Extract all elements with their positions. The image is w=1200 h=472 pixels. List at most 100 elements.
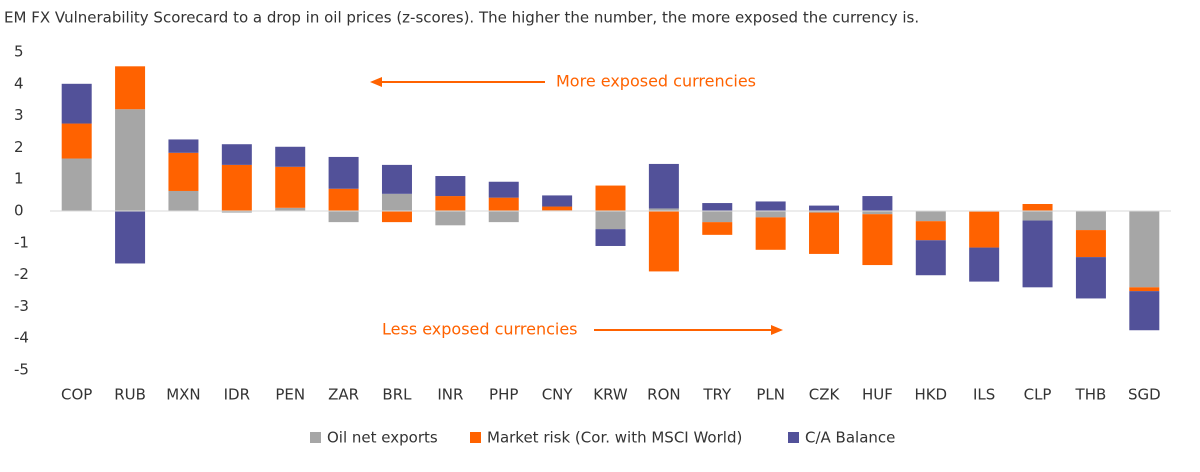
bar-segment — [328, 188, 359, 211]
y-tick-label: -2 — [14, 265, 29, 283]
legend-label: Oil net exports — [327, 429, 438, 447]
bar-segment — [115, 66, 146, 110]
bar-segment — [862, 214, 893, 266]
x-tick-label: ILS — [973, 386, 995, 404]
bar-segment — [648, 211, 679, 272]
x-tick-label: TRY — [702, 386, 732, 404]
x-tick-label: INR — [437, 386, 463, 404]
bar-segment — [275, 146, 306, 167]
bar-segment — [542, 195, 573, 207]
bar-segment — [115, 109, 146, 211]
legend-swatch — [310, 432, 321, 443]
x-tick-label: BRL — [382, 386, 412, 404]
bar-segment — [809, 205, 840, 211]
y-tick-label: 0 — [14, 202, 24, 220]
bar-segment — [1075, 257, 1106, 299]
bar-segment — [702, 211, 733, 223]
bar-segment — [755, 217, 786, 250]
bar-segment — [381, 164, 412, 194]
x-tick-label: PLN — [756, 386, 785, 404]
x-tick-label: KRW — [593, 386, 628, 404]
x-tick-label: HUF — [862, 386, 893, 404]
legend-swatch — [788, 432, 799, 443]
x-tick-label: IDR — [224, 386, 250, 404]
bar-segment — [1129, 211, 1160, 288]
y-tick-label: 3 — [14, 106, 24, 124]
bar-segment — [275, 166, 306, 208]
bar-segment — [221, 144, 252, 165]
bar-segment — [915, 240, 946, 276]
x-tick-label: MXN — [166, 386, 200, 404]
bar-segment — [702, 222, 733, 235]
bar-segment — [915, 221, 946, 241]
x-tick-label: CZK — [809, 386, 841, 404]
bar-segment — [435, 196, 466, 211]
bar-segment — [168, 190, 199, 211]
bar-segment — [488, 211, 519, 223]
x-tick-label: COP — [61, 386, 92, 404]
annotation: More exposed currencies — [556, 72, 756, 91]
bar-segment — [381, 193, 412, 211]
x-tick-label: CNY — [542, 386, 574, 404]
bar-segment — [648, 208, 679, 211]
bar-segment — [61, 158, 92, 211]
bar-segment — [1075, 211, 1106, 231]
x-tick-label: ZAR — [328, 386, 359, 404]
bar-segment — [1022, 211, 1053, 221]
bar-segment — [1129, 287, 1160, 292]
bar-segment — [221, 164, 252, 211]
bar-segment — [595, 185, 626, 211]
bar-segment — [595, 211, 626, 230]
bar-segment — [115, 211, 146, 264]
y-tick-label: -1 — [14, 233, 29, 251]
legend-swatch — [470, 432, 481, 443]
bar-segment — [755, 201, 786, 211]
bar-segment — [435, 211, 466, 226]
bar-segment — [809, 211, 840, 213]
y-tick-label: -3 — [14, 297, 29, 315]
bar-segment — [809, 212, 840, 254]
bar-segment — [969, 247, 1000, 282]
bar-segment — [1022, 220, 1053, 288]
bar-segment — [1022, 204, 1053, 211]
bar-segment — [755, 211, 786, 218]
y-tick-label: -4 — [14, 329, 29, 347]
annotation-arrowhead — [771, 325, 783, 335]
bar-segment — [1129, 291, 1160, 331]
x-tick-label: THB — [1075, 386, 1107, 404]
y-tick-label: 1 — [14, 170, 24, 188]
x-tick-label: RUB — [114, 386, 146, 404]
chart-title: EM FX Vulnerability Scorecard to a drop … — [4, 9, 919, 27]
bar-segment — [1075, 230, 1106, 258]
bar-segment — [275, 207, 306, 211]
y-tick-label: 4 — [14, 74, 24, 92]
bar-segment — [595, 229, 626, 246]
annotation-arrowhead — [370, 77, 382, 87]
bar-segment — [381, 211, 412, 223]
bar-segment — [648, 163, 679, 209]
x-tick-label: PHP — [489, 386, 518, 404]
bar-segment — [969, 211, 1000, 248]
bar-segment — [168, 139, 199, 153]
bar-segment — [488, 181, 519, 198]
x-tick-label: PEN — [275, 386, 305, 404]
bar-segment — [61, 123, 92, 159]
legend-label: Market risk (Cor. with MSCI World) — [487, 429, 742, 447]
y-tick-label: -5 — [14, 361, 29, 379]
x-tick-label: CLP — [1024, 386, 1052, 404]
bar-segment — [435, 176, 466, 197]
bar-segment — [328, 211, 359, 223]
x-tick-label: RON — [647, 386, 680, 404]
x-tick-label: HKD — [914, 386, 947, 404]
bar-segment — [862, 211, 893, 215]
legend-label: C/A Balance — [805, 429, 895, 447]
bar-segment — [542, 206, 573, 211]
bar-segment — [168, 152, 199, 191]
bar-segment — [328, 156, 359, 189]
bar-segment — [488, 197, 519, 211]
y-tick-label: 2 — [14, 138, 24, 156]
bar-segment — [862, 196, 893, 211]
bar-segment — [221, 211, 252, 213]
bar-segment — [61, 83, 92, 124]
